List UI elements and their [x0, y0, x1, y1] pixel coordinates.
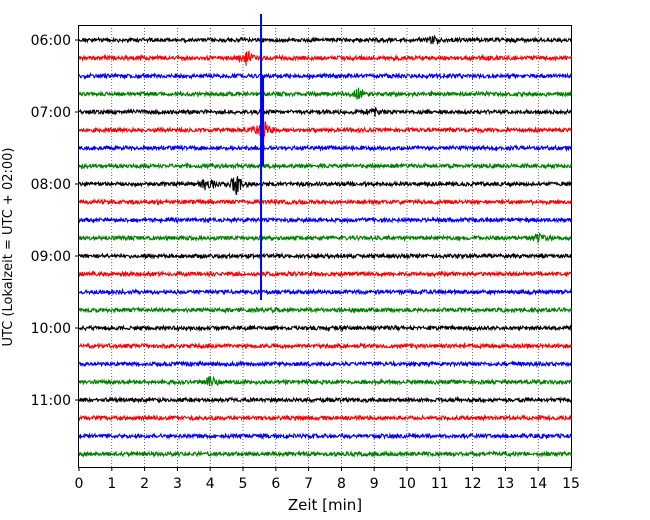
x-tick-label: 3 — [173, 476, 182, 492]
x-tick-label: 9 — [370, 476, 379, 492]
y-tick-label: 10:00 — [31, 321, 71, 337]
trace-1145 — [78, 449, 573, 459]
trace-0945 — [78, 305, 573, 314]
trace-0645 — [78, 87, 573, 101]
x-tick-label: 0 — [75, 476, 84, 492]
trace-1130 — [78, 432, 573, 440]
x-tick-label: 7 — [304, 476, 313, 492]
x-tick-label: 11 — [431, 476, 449, 492]
x-tick-label: 15 — [562, 476, 580, 492]
x-tick-label: 8 — [337, 476, 346, 492]
trace-0930 — [78, 287, 573, 296]
x-tick-label: 13 — [496, 476, 514, 492]
trace-0915 — [78, 269, 572, 278]
plot-area — [78, 14, 573, 468]
x-tick-label: 14 — [529, 476, 547, 492]
trace-0630 — [78, 71, 572, 80]
trace-0815 — [78, 198, 572, 206]
trace-1015 — [78, 341, 573, 350]
trace-0730 — [78, 143, 573, 153]
x-axis: 0 1 2 3 4 5 6 7 8 9 10 11 12 13 14 15 — [75, 467, 580, 492]
trace-1115 — [78, 413, 573, 422]
x-tick-label: 6 — [271, 476, 280, 492]
x-tick-label: 10 — [398, 476, 416, 492]
x-tick-label: 2 — [140, 476, 149, 492]
trace-1000 — [78, 323, 572, 333]
trace-0745 — [78, 161, 572, 171]
trace-0715 — [78, 115, 572, 143]
x-tick-label: 4 — [206, 476, 215, 492]
trace-0700 — [78, 107, 572, 117]
y-tick-label: 11:00 — [31, 393, 71, 409]
trace-0600 — [78, 35, 573, 46]
main-spike — [260, 14, 265, 300]
trace-0615 — [78, 50, 573, 66]
trace-1045 — [78, 375, 572, 388]
y-tick-label: 08:00 — [31, 177, 71, 193]
traces — [78, 35, 573, 459]
trace-0900 — [78, 251, 573, 260]
y-axis: 06:00 07:00 08:00 09:00 10:00 11:00 — [31, 33, 79, 409]
trace-1030 — [78, 359, 573, 368]
trace-0845 — [78, 232, 572, 244]
y-axis-label: UTC (Lokalzeit = UTC + 02:00) — [1, 148, 16, 347]
y-tick-label: 09:00 — [31, 249, 71, 265]
y-tick-label: 06:00 — [31, 33, 71, 49]
x-tick-label: 1 — [107, 476, 116, 492]
trace-1100 — [78, 395, 572, 404]
y-tick-label: 07:00 — [31, 105, 71, 121]
trace-0830 — [78, 215, 573, 225]
plot-frame — [78, 25, 572, 468]
x-tick-label: 5 — [239, 476, 248, 492]
x-axis-label: Zeit [min] — [288, 496, 362, 514]
trace-0800 — [78, 176, 573, 196]
x-tick-label: 12 — [464, 476, 482, 492]
